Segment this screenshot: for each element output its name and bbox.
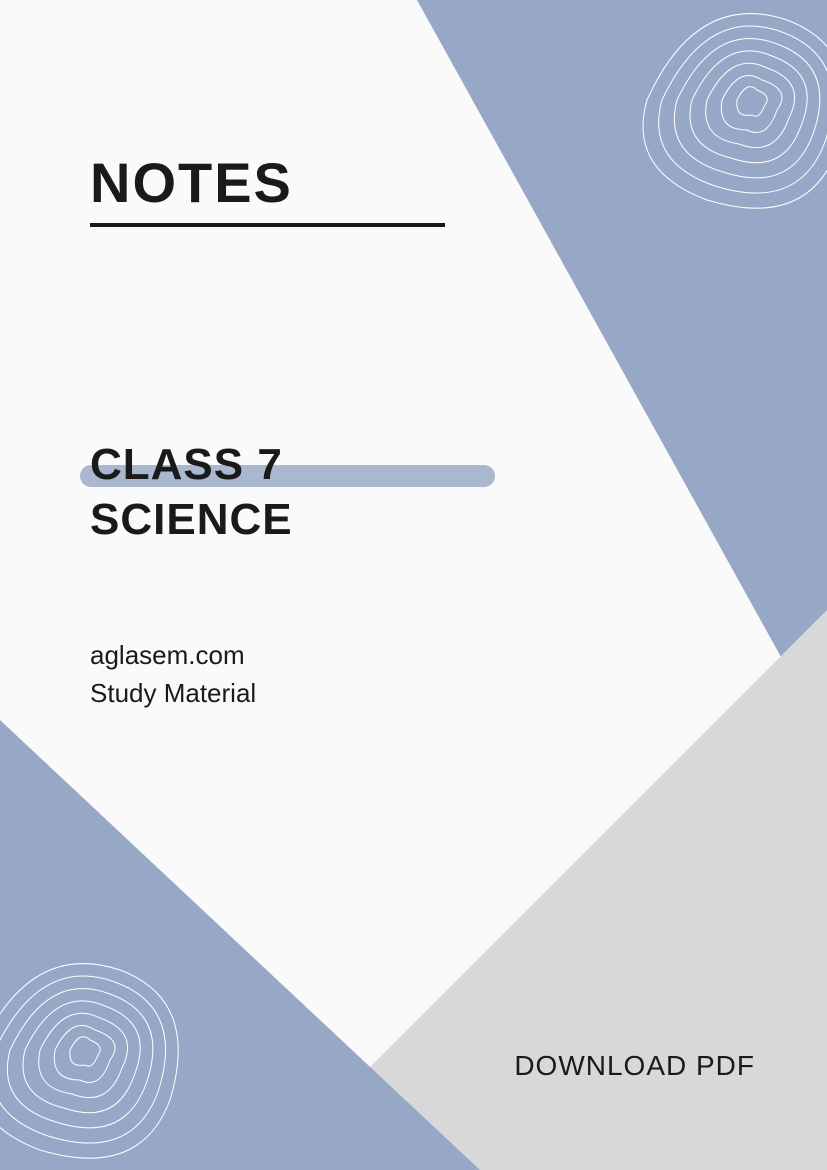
subject-block: CLASS 7 SCIENCE	[90, 437, 737, 547]
subject-label: SCIENCE	[90, 492, 737, 547]
material-label: Study Material	[90, 675, 737, 713]
site-name: aglasem.com	[90, 637, 737, 675]
page-title: NOTES	[90, 150, 737, 215]
class-label: CLASS 7	[90, 437, 737, 492]
content-area: NOTES CLASS 7 SCIENCE aglasem.com Study …	[0, 0, 827, 1170]
cover-page: NOTES CLASS 7 SCIENCE aglasem.com Study …	[0, 0, 827, 1170]
title-underline	[90, 223, 445, 227]
download-pdf-button[interactable]: DOWNLOAD PDF	[514, 1050, 755, 1082]
meta-block: aglasem.com Study Material	[90, 637, 737, 712]
